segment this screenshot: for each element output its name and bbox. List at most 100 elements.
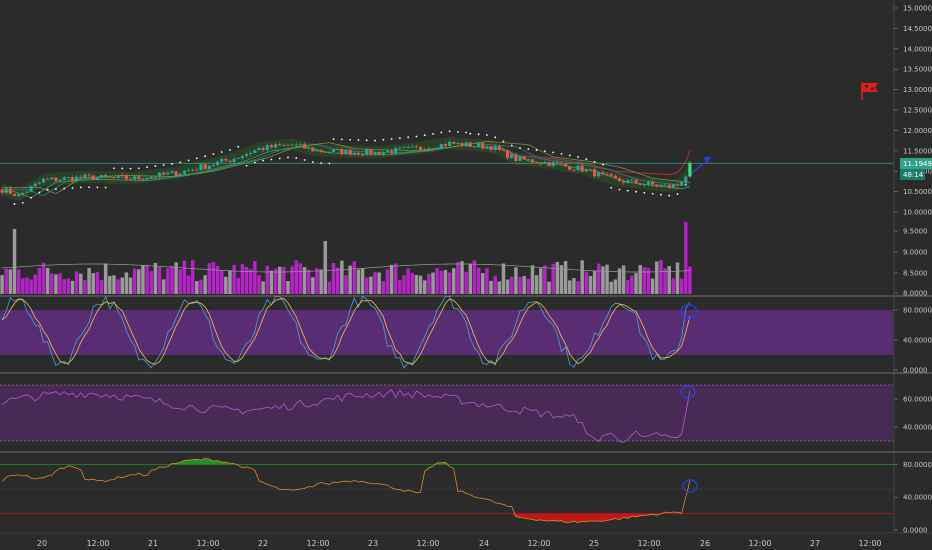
candle-body — [423, 149, 427, 151]
candle-body — [12, 193, 17, 197]
volume-bar — [182, 260, 187, 294]
candle-body — [253, 150, 257, 154]
y-tick-label: 14.0000 — [903, 45, 932, 53]
candle-body — [456, 142, 460, 144]
volume-bar — [311, 277, 315, 294]
sar-dot — [278, 157, 281, 160]
candle-body — [588, 169, 593, 171]
volume-bar — [21, 278, 25, 294]
candle-body — [25, 191, 29, 193]
candle-body — [149, 176, 153, 179]
x-tick-label: 25 — [589, 539, 599, 548]
stochastic-line — [1, 295, 691, 369]
candle-body — [497, 146, 501, 150]
volume-bar — [481, 273, 485, 294]
volume-bar — [290, 266, 294, 294]
candle-body — [564, 163, 568, 167]
volume-bar — [460, 261, 464, 294]
sar-dot — [585, 158, 588, 161]
volume-bar — [108, 275, 112, 294]
volume-bar — [609, 281, 613, 294]
volume-bar — [95, 271, 100, 294]
volume-bar — [451, 268, 456, 294]
y-tick-label: 12.0000 — [903, 127, 932, 135]
volume-bar — [174, 262, 178, 294]
volume-bar — [294, 260, 299, 294]
candle-body — [207, 165, 211, 169]
y-tick-label: 40.0000 — [903, 337, 932, 345]
volume-bar — [356, 269, 361, 294]
candle-body — [452, 141, 456, 144]
sar-dot — [332, 138, 335, 141]
volume-bar — [306, 269, 311, 294]
candle-body — [680, 182, 684, 186]
volume-bar — [8, 269, 13, 294]
candle-body — [166, 172, 170, 175]
volume-bar — [211, 262, 216, 294]
flag-icon[interactable] — [861, 82, 878, 100]
sar-dot — [88, 186, 90, 189]
candle-body — [0, 189, 4, 193]
candle-body — [506, 150, 510, 159]
volume-bar — [103, 263, 108, 294]
volume-bar — [563, 261, 568, 294]
candle-body — [191, 169, 195, 171]
y-tick-label: 0.0000 — [903, 367, 928, 375]
volume-bar — [224, 276, 228, 294]
candle-body — [157, 172, 162, 178]
volume-bar — [178, 269, 182, 294]
rsi-pane[interactable] — [0, 384, 893, 443]
volume-bar — [149, 271, 153, 294]
sar-dot — [626, 189, 629, 192]
candle-body — [128, 179, 133, 180]
sar-dot — [137, 167, 140, 170]
sar-dot — [374, 139, 376, 142]
volume-bar — [145, 264, 149, 294]
volume-bar — [642, 267, 647, 294]
stochastic-band — [0, 310, 893, 355]
price-badge-bg — [900, 158, 932, 169]
candle-body — [99, 174, 104, 178]
flag-cloth — [862, 83, 878, 92]
volume-bar — [493, 275, 497, 294]
volume-bar — [344, 275, 348, 294]
volume-bar — [298, 263, 303, 294]
volume-bar — [219, 269, 224, 294]
volume-bar — [4, 268, 8, 294]
candle-body — [83, 174, 87, 178]
candle-body — [622, 181, 626, 183]
x-tick-label: 12:00 — [527, 539, 550, 548]
volume-bar — [410, 272, 415, 294]
x-tick-label: 12:00 — [86, 539, 109, 548]
volume-bar — [112, 275, 116, 294]
countdown-badge-bg — [900, 169, 925, 180]
sar-dot — [440, 131, 443, 134]
candle-body — [282, 144, 286, 146]
volume-ma-line — [2, 263, 690, 273]
volume-bar — [551, 263, 555, 294]
candle-body — [356, 152, 361, 155]
candle-body — [551, 162, 555, 166]
volume-bar — [207, 263, 211, 294]
volume-bar — [468, 263, 473, 294]
volume-bar — [232, 264, 236, 294]
volume-pane[interactable] — [0, 222, 692, 294]
volume-bar — [302, 267, 307, 294]
volume-bar — [431, 272, 435, 294]
sar-dot — [21, 201, 24, 204]
volume-bar — [269, 270, 274, 294]
volume-bar — [389, 264, 394, 294]
candle-body — [240, 155, 244, 159]
x-tick-label: 26 — [700, 539, 710, 548]
volume-bar — [240, 264, 245, 294]
oscillator-pane[interactable] — [0, 458, 893, 524]
stochastic-pane[interactable] — [0, 295, 893, 369]
volume-bar — [33, 274, 37, 294]
candle-body — [311, 147, 315, 152]
price-pane[interactable] — [0, 130, 893, 205]
candle-body — [290, 144, 294, 146]
candle-body — [526, 159, 530, 161]
volume-bar — [667, 266, 671, 294]
volume-bar — [170, 265, 174, 294]
